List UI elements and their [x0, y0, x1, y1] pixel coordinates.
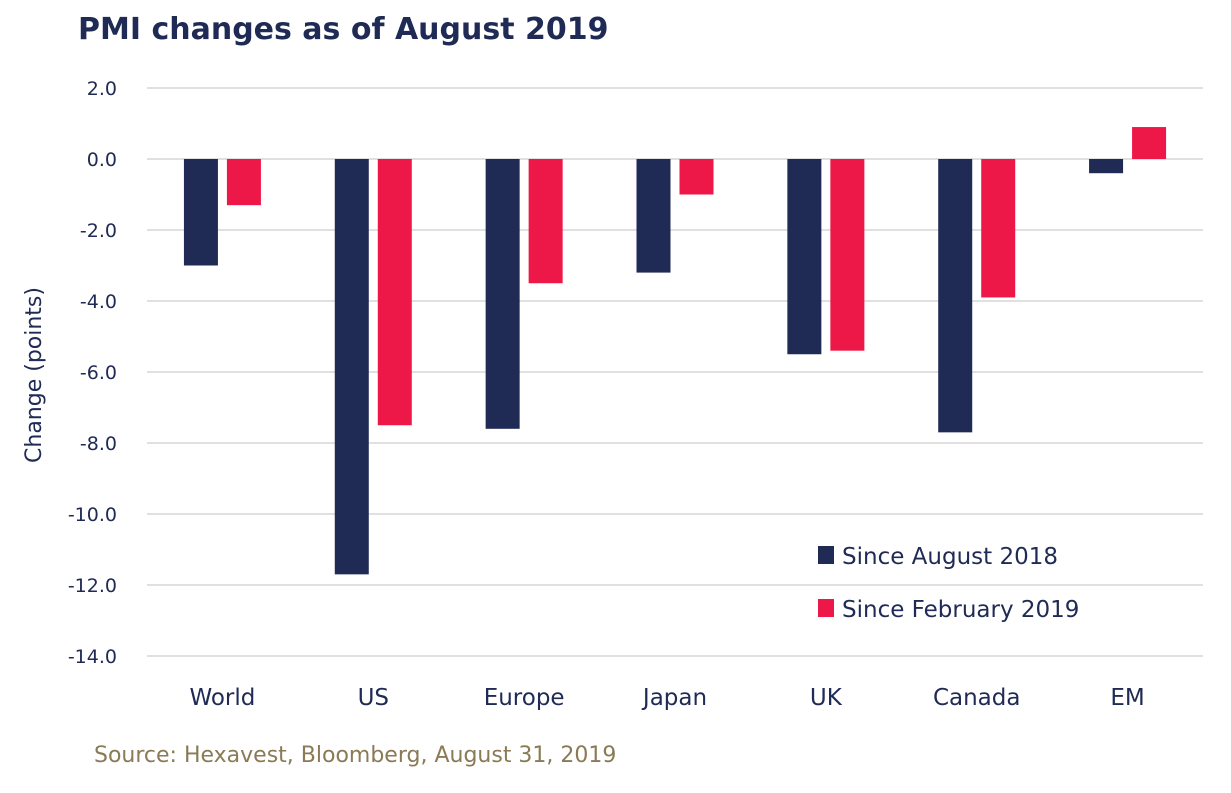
- x-tick-label: UK: [810, 685, 843, 711]
- x-tick-label: US: [358, 685, 389, 711]
- x-tick-label: EM: [1110, 685, 1144, 711]
- source-note: Source: Hexavest, Bloomberg, August 31, …: [94, 743, 617, 768]
- x-tick-label: Japan: [641, 685, 707, 711]
- chart-title: PMI changes as of August 2019: [78, 12, 609, 47]
- x-tick-label: Europe: [484, 685, 565, 711]
- y-tick-label: -2.0: [80, 220, 117, 242]
- y-tick-label: -14.0: [68, 646, 117, 668]
- bar-em-series-2: [1132, 127, 1167, 159]
- x-tick-label: World: [189, 685, 255, 711]
- bar-world-series-1: [183, 159, 218, 266]
- y-tick-label: -4.0: [80, 291, 117, 313]
- y-tick-label: -8.0: [80, 433, 117, 455]
- legend-label: Since February 2019: [842, 597, 1079, 623]
- bar-europe-series-2: [528, 159, 563, 284]
- bar-canada-series-1: [938, 159, 973, 433]
- bar-uk-series-1: [787, 159, 822, 355]
- legend: Since August 2018 Since February 2019: [818, 544, 1079, 623]
- bar-us-series-2: [377, 159, 412, 426]
- bar-japan-series-1: [636, 159, 671, 273]
- y-tick-label: -6.0: [80, 362, 117, 384]
- y-tick-label: 0.0: [87, 149, 117, 171]
- y-tick-label: 2.0: [87, 78, 117, 100]
- y-axis-label: Change (points): [22, 287, 47, 463]
- bar-em-series-1: [1089, 159, 1124, 174]
- bars: [183, 127, 1167, 575]
- legend-swatch: [818, 599, 834, 617]
- legend-label: Since August 2018: [842, 544, 1058, 570]
- y-tick-label: -12.0: [68, 575, 117, 597]
- bar-uk-series-2: [830, 159, 865, 351]
- bar-world-series-2: [226, 159, 261, 206]
- bar-us-series-1: [334, 159, 369, 575]
- y-tick-label: -10.0: [68, 504, 117, 526]
- y-axis-ticks: 2.0 0.0 -2.0 -4.0 -6.0 -8.0 -10.0 -12.0 -14.0: [68, 78, 117, 668]
- bar-europe-series-1: [485, 159, 520, 429]
- bar-canada-series-2: [981, 159, 1016, 298]
- legend-swatch: [818, 546, 834, 564]
- x-axis-ticks: World US Europe Japan UK Canada EM: [189, 685, 1144, 711]
- gridlines: [147, 87, 1203, 657]
- x-tick-label: Canada: [933, 685, 1021, 711]
- bar-japan-series-2: [679, 159, 714, 195]
